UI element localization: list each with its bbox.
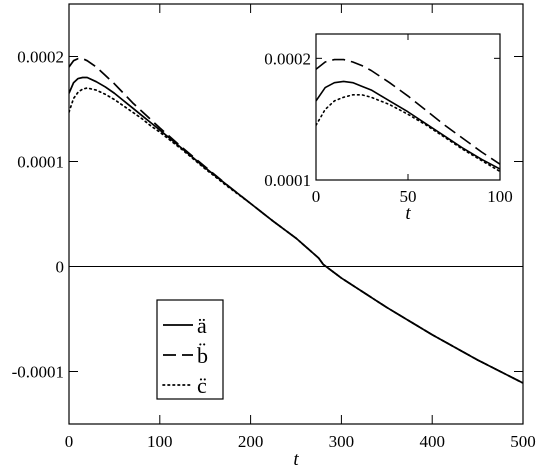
legend-label: b̈ [197,343,208,368]
main-y-tick-label: 0 [56,258,65,277]
legend-box [156,299,224,400]
inset-x-tick-label: 50 [400,187,417,206]
main-x-tick-label: 500 [510,432,536,451]
inset-series-line-solid [316,80,500,170]
inset-x-axis-title: t [405,203,411,224]
inset-y-tick-label: 0.0001 [264,171,311,190]
main-x-tick-label: 300 [329,432,355,451]
main-y-tick-label: 0.0002 [17,48,64,67]
legend-label: c̈ [197,373,207,398]
inset-plot: 0 50 100 0.0001 0.0002 t [264,33,513,224]
inset-series-line-dotted [316,94,500,173]
main-series-line-dotted [69,87,523,384]
inset-y-tick-label: 0.0002 [264,49,311,68]
main-y-tick-label: -0.0001 [12,363,64,382]
main-x-axis-title: t [293,449,299,470]
inset-x-tick-label: 0 [312,187,321,206]
inset-series-line-dashed [316,58,500,165]
main-x-tick-label: 100 [147,432,173,451]
legend-label: ä [197,313,207,338]
legend: ä b̈ c̈ [156,299,224,400]
main-x-tick-label: 200 [238,432,264,451]
inset-background [316,34,500,180]
main-plot-frame [68,3,524,425]
main-x-tick-label: 0 [65,432,74,451]
inset-plot-frame [315,33,501,181]
inset-x-tick-label: 100 [487,187,513,206]
main-x-tick-label: 400 [419,432,445,451]
main-y-tick-label: 0.0001 [17,153,64,172]
